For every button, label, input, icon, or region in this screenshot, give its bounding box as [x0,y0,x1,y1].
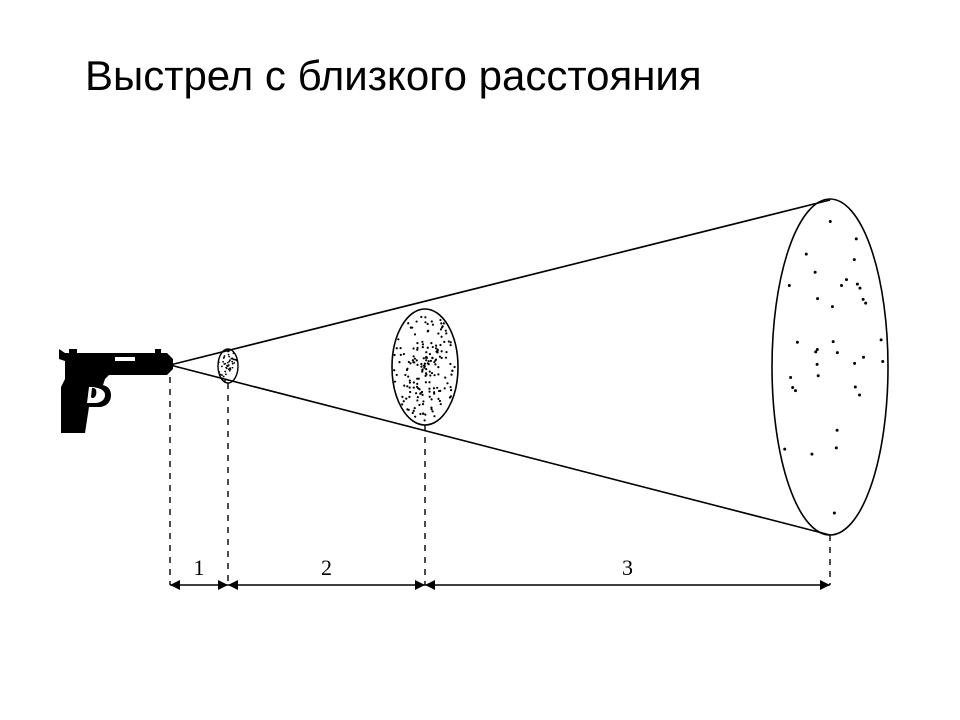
pistol-icon [59,349,173,433]
slide-title: Выстрел с близкого расстояния [85,52,702,100]
range-arrow-3: 3 [425,555,830,590]
dispersion-ellipse-2 [392,309,458,425]
diagram-svg: 1 2 3 [55,195,905,615]
cone-bottom-line [170,365,830,535]
cone-top-line [170,200,830,365]
range-label-1: 1 [194,555,205,580]
dispersion-ellipse-1 [218,349,238,383]
range-arrow-1: 1 [170,555,228,590]
dispersion-ellipse-3 [772,199,888,535]
range-label-3: 3 [622,555,633,580]
slide-root: Выстрел с близкого расстояния 1 2 3 [0,0,960,720]
shot-dispersion-diagram: 1 2 3 [55,195,905,615]
range-arrow-2: 2 [228,555,425,590]
range-label-2: 2 [321,555,332,580]
